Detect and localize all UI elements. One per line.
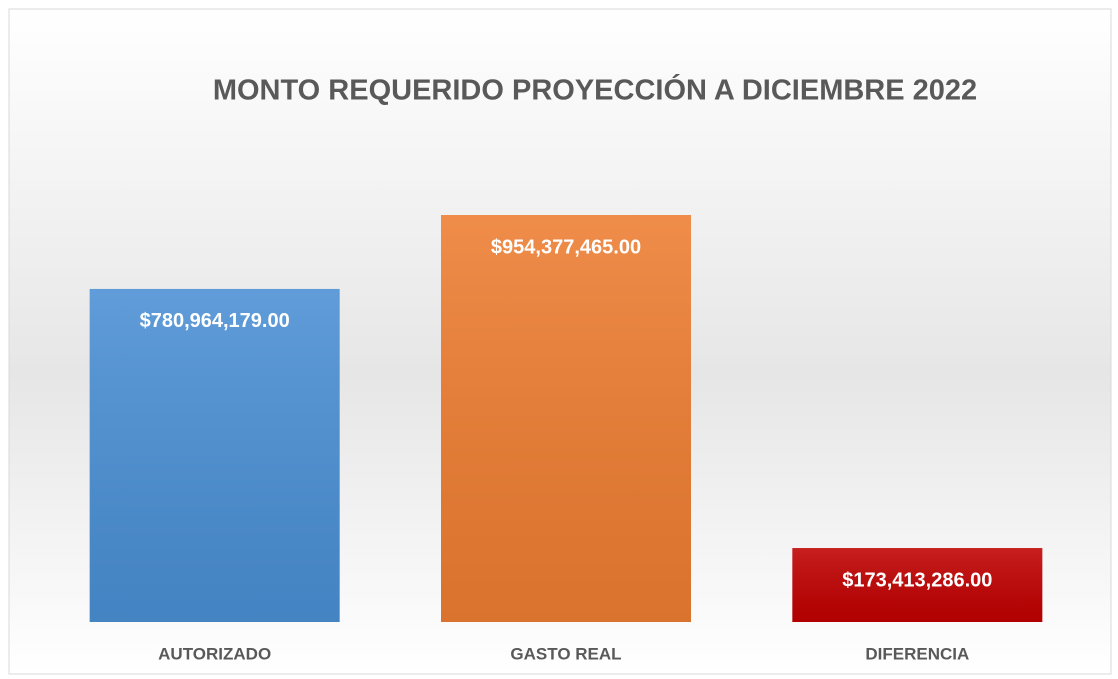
x-tick-label: DIFERENCIA <box>865 644 969 663</box>
x-tick-label: GASTO REAL <box>510 644 621 663</box>
chart-title: MONTO REQUERIDO PROYECCIÓN A DICIEMBRE 2… <box>213 73 977 107</box>
bar-shading <box>89 288 340 622</box>
bar-shading <box>441 215 691 622</box>
bar-shading <box>792 548 1043 622</box>
data-label: $173,413,286.00 <box>842 569 992 591</box>
data-label: $780,964,179.00 <box>140 310 290 332</box>
x-tick-label: AUTORIZADO <box>158 644 271 663</box>
data-label: $954,377,465.00 <box>491 236 641 258</box>
